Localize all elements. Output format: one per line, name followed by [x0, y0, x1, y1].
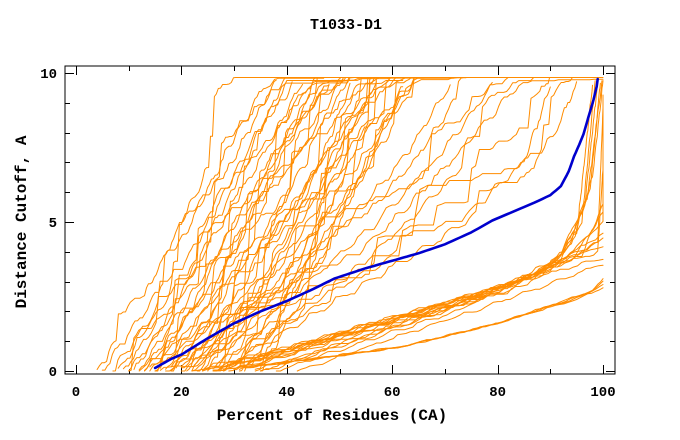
- model-curve: [112, 78, 372, 372]
- model-curve: [191, 84, 593, 372]
- model-curve: [254, 80, 604, 372]
- y-tick-label: 0: [49, 365, 57, 381]
- model-curve: [223, 82, 601, 371]
- model-curve: [180, 77, 509, 372]
- model-curve: [254, 278, 604, 367]
- highlighted-model-curve: [153, 77, 599, 370]
- model-curve: [217, 77, 588, 371]
- model-curve: [207, 78, 604, 342]
- model-curve: [202, 81, 578, 371]
- model-curve: [133, 79, 351, 370]
- model-curve: [165, 86, 551, 372]
- model-curve: [159, 84, 451, 371]
- x-tick-label: 20: [173, 385, 190, 401]
- y-tick-label: 10: [40, 67, 57, 83]
- x-tick-label: 40: [278, 385, 295, 401]
- model-curve: [138, 77, 541, 372]
- model-curve: [202, 80, 596, 372]
- model-curves: [96, 77, 604, 372]
- plot-axes: [64, 65, 616, 375]
- model-curve: [186, 77, 388, 372]
- model-curve: [101, 77, 325, 371]
- model-curve: [165, 80, 314, 370]
- y-axis-label: Distance Cutoff, A: [13, 135, 31, 308]
- tick-labels: 0 20 40 60 80 100 0 5 10: [40, 67, 615, 401]
- model-curve: [212, 169, 604, 372]
- x-tick-label: 80: [489, 385, 506, 401]
- model-curve: [223, 77, 541, 371]
- model-curve: [217, 82, 351, 372]
- model-curve: [149, 77, 435, 372]
- model-curve: [196, 80, 404, 372]
- model-curve: [233, 77, 398, 371]
- model-curve: [191, 77, 325, 368]
- model-curve: [233, 79, 599, 370]
- model-curve: [159, 77, 372, 369]
- model-curve: [191, 82, 493, 372]
- x-tick-label: 60: [384, 385, 401, 401]
- y-tick-label: 5: [49, 216, 57, 232]
- model-curve: [154, 81, 293, 372]
- model-curve: [175, 83, 330, 369]
- model-curve: [117, 79, 277, 369]
- x-axis-label: Percent of Residues (CA): [217, 407, 447, 425]
- model-curve: [144, 83, 304, 372]
- plot-border: [64, 65, 616, 375]
- x-tick-label: 100: [590, 385, 615, 401]
- model-curve: [238, 77, 414, 372]
- model-curve: [212, 80, 603, 371]
- x-tick-label: 0: [72, 385, 80, 401]
- model-curve: [180, 77, 567, 368]
- model-curve: [128, 77, 388, 372]
- chart-title: T1033-D1: [310, 17, 382, 34]
